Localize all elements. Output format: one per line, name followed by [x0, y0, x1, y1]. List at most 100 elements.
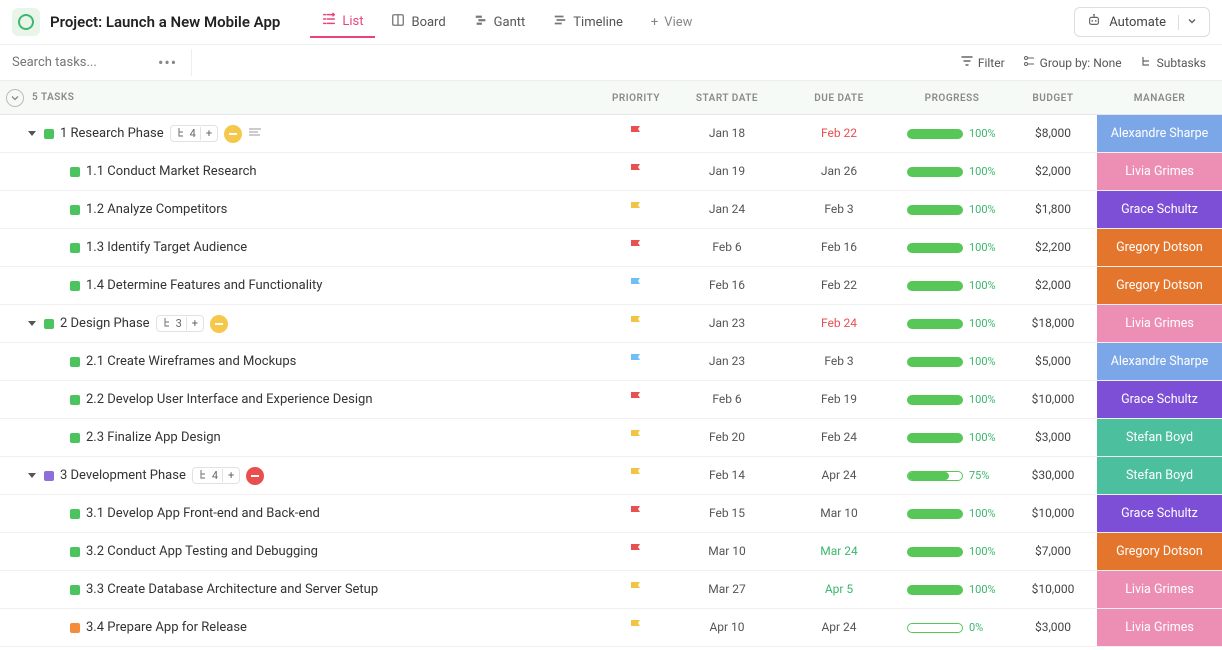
progress-cell[interactable]: 100% [895, 279, 1009, 292]
due-date[interactable]: Feb 24 [821, 316, 857, 330]
budget[interactable]: $30,000 [1032, 468, 1075, 482]
priority-flag-icon[interactable] [629, 542, 643, 562]
progress-cell[interactable]: 100% [895, 431, 1009, 444]
automate-button[interactable]: Automate [1074, 7, 1210, 37]
priority-flag-icon[interactable] [629, 200, 643, 220]
budget[interactable]: $10,000 [1032, 392, 1075, 406]
task-row[interactable]: 1.3 Identify Target AudienceFeb 6Feb 161… [0, 229, 1222, 267]
column-due-date[interactable]: DUE DATE [814, 93, 863, 104]
collapse-all-button[interactable] [6, 89, 24, 107]
status-dot[interactable] [70, 167, 80, 177]
tab-list[interactable]: List [310, 6, 375, 38]
task-name[interactable]: 1.2 Analyze Competitors [86, 202, 227, 217]
status-dot[interactable] [70, 509, 80, 519]
budget[interactable]: $3,000 [1035, 430, 1071, 444]
manager-cell[interactable]: Stefan Boyd [1097, 457, 1222, 494]
task-row[interactable]: 3 Development Phase4+Feb 14Apr 2475%$30,… [0, 457, 1222, 495]
status-dot[interactable] [44, 129, 54, 139]
priority-badge[interactable] [210, 315, 228, 333]
budget[interactable]: $1,800 [1035, 202, 1071, 216]
priority-flag-icon[interactable] [629, 238, 643, 258]
task-name[interactable]: 1.3 Identify Target Audience [86, 240, 247, 255]
priority-flag-icon[interactable] [629, 466, 643, 486]
due-date[interactable]: Feb 22 [821, 126, 857, 140]
more-options-button[interactable]: ••• [150, 49, 192, 76]
column-start-date[interactable]: START DATE [696, 93, 758, 104]
task-row[interactable]: 3.2 Conduct App Testing and DebuggingMar… [0, 533, 1222, 571]
description-icon[interactable] [248, 126, 262, 141]
due-date[interactable]: Apr 24 [821, 620, 856, 634]
progress-cell[interactable]: 100% [895, 393, 1009, 406]
task-row[interactable]: 2.3 Finalize App DesignFeb 20Feb 24100%$… [0, 419, 1222, 457]
due-date[interactable]: Feb 22 [821, 278, 857, 292]
project-logo[interactable] [12, 8, 40, 36]
budget[interactable]: $5,000 [1035, 354, 1071, 368]
progress-cell[interactable]: 100% [895, 507, 1009, 520]
task-name[interactable]: 2 Design Phase [60, 316, 150, 331]
add-subtask-button[interactable]: + [200, 127, 212, 140]
column-priority[interactable]: PRIORITY [612, 93, 660, 104]
column-progress[interactable]: PROGRESS [925, 93, 980, 104]
task-row[interactable]: 2.2 Develop User Interface and Experienc… [0, 381, 1222, 419]
manager-cell[interactable]: Alexandre Sharpe [1097, 343, 1222, 380]
tab-board[interactable]: Board [379, 6, 457, 38]
chevron-down-icon[interactable] [1178, 15, 1197, 30]
due-date[interactable]: Feb 3 [824, 354, 853, 368]
task-row[interactable]: 1.2 Analyze CompetitorsJan 24Feb 3100%$1… [0, 191, 1222, 229]
budget[interactable]: $18,000 [1032, 316, 1075, 330]
budget[interactable]: $2,000 [1035, 278, 1071, 292]
status-dot[interactable] [70, 585, 80, 595]
add-view-button[interactable]: + View [639, 6, 705, 38]
progress-cell[interactable]: 75% [895, 469, 1009, 482]
task-name[interactable]: 3.2 Conduct App Testing and Debugging [86, 544, 318, 559]
task-name[interactable]: 3.1 Develop App Front-end and Back-end [86, 506, 320, 521]
task-row[interactable]: 1.4 Determine Features and Functionality… [0, 267, 1222, 305]
add-subtask-button[interactable]: + [186, 317, 198, 330]
column-manager[interactable]: MANAGER [1134, 93, 1186, 104]
caret-down-icon[interactable] [28, 131, 36, 136]
manager-cell[interactable]: Grace Schultz [1097, 381, 1222, 418]
budget[interactable]: $10,000 [1032, 582, 1075, 596]
start-date[interactable]: Apr 10 [709, 620, 744, 634]
add-subtask-button[interactable]: + [222, 469, 234, 482]
caret-down-icon[interactable] [28, 321, 36, 326]
due-date[interactable]: Feb 16 [821, 240, 857, 254]
manager-cell[interactable]: Livia Grimes [1097, 305, 1222, 342]
due-date[interactable]: Jan 26 [821, 164, 857, 178]
priority-flag-icon[interactable] [629, 276, 643, 296]
progress-cell[interactable]: 100% [895, 165, 1009, 178]
caret-down-icon[interactable] [28, 473, 36, 478]
progress-cell[interactable]: 100% [895, 203, 1009, 216]
budget[interactable]: $3,000 [1035, 620, 1071, 634]
status-dot[interactable] [70, 395, 80, 405]
subtasks-button[interactable]: Subtasks [1140, 55, 1206, 70]
task-row[interactable]: 3.4 Prepare App for ReleaseApr 10Apr 240… [0, 609, 1222, 647]
task-row[interactable]: 1 Research Phase4+Jan 18Feb 22100%$8,000… [0, 115, 1222, 153]
status-dot[interactable] [44, 319, 54, 329]
group-by-button[interactable]: Group by: None [1023, 55, 1122, 70]
progress-cell[interactable]: 100% [895, 317, 1009, 330]
manager-cell[interactable]: Gregory Dotson [1097, 533, 1222, 570]
progress-cell[interactable]: 100% [895, 583, 1009, 596]
task-row[interactable]: 3.1 Develop App Front-end and Back-endFe… [0, 495, 1222, 533]
task-row[interactable]: 2.1 Create Wireframes and MockupsJan 23F… [0, 343, 1222, 381]
subtask-count-badge[interactable]: 3+ [156, 315, 204, 332]
manager-cell[interactable]: Stefan Boyd [1097, 419, 1222, 456]
task-name[interactable]: 1.4 Determine Features and Functionality [86, 278, 322, 293]
budget[interactable]: $8,000 [1035, 126, 1071, 140]
budget[interactable]: $7,000 [1035, 544, 1071, 558]
search-input[interactable] [0, 47, 150, 78]
priority-flag-icon[interactable] [629, 428, 643, 448]
progress-cell[interactable]: 100% [895, 355, 1009, 368]
project-title[interactable]: Project: Launch a New Mobile App [50, 13, 280, 31]
manager-cell[interactable]: Grace Schultz [1097, 495, 1222, 532]
priority-flag-icon[interactable] [629, 618, 643, 638]
task-name[interactable]: 1 Research Phase [60, 126, 164, 141]
priority-flag-icon[interactable] [629, 580, 643, 600]
status-dot[interactable] [70, 547, 80, 557]
manager-cell[interactable]: Livia Grimes [1097, 609, 1222, 646]
progress-cell[interactable]: 100% [895, 127, 1009, 140]
manager-cell[interactable]: Gregory Dotson [1097, 267, 1222, 304]
due-date[interactable]: Feb 24 [821, 430, 857, 444]
task-name[interactable]: 2.1 Create Wireframes and Mockups [86, 354, 296, 369]
